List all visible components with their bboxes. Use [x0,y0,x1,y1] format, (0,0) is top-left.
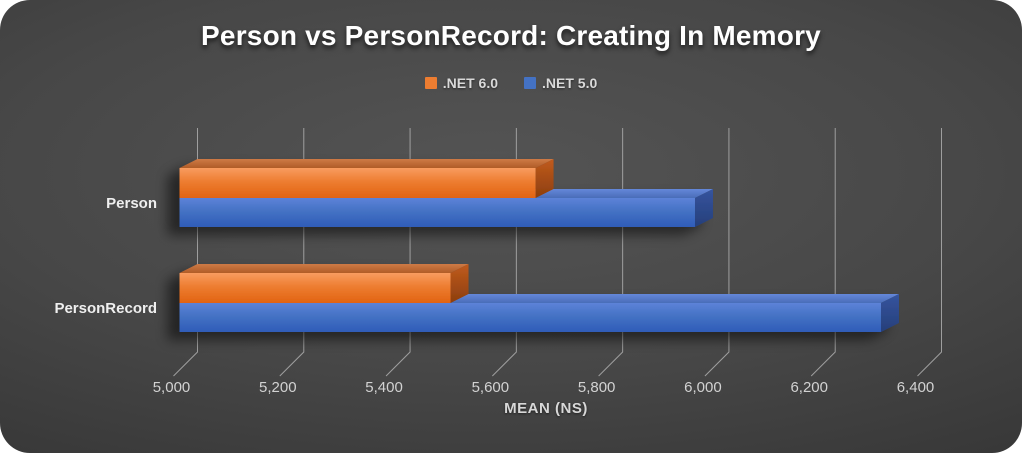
x-tick-label: 5,000 [153,379,191,396]
x-tick-label: 6,000 [684,379,722,396]
gridline [810,128,836,377]
axis-labels-group: 5,000 5,200 5,400 5,600 5,800 6,000 6,200 6,400… [54,195,934,396]
category-row [179,159,713,227]
bar-person-net60 [179,168,536,198]
bar-person-net50 [179,198,695,227]
x-tick-label: 5,200 [259,379,297,396]
legend-item-net6: .NET 6.0 [424,75,498,91]
gridline [704,128,730,377]
x-tick-label: 5,800 [578,379,616,396]
category-label: Person [106,195,157,212]
x-tick-label: 5,400 [365,379,403,396]
category-row [179,264,899,332]
legend-item-net5: .NET 5.0 [524,75,597,91]
legend-label-net5: .NET 5.0 [542,75,598,91]
bar-end-face [880,294,899,332]
bar-personrecord-net50 [179,303,881,332]
x-axis-title: MEAN (NS) [504,400,588,417]
gridline [598,128,624,377]
x-tick-label: 5,600 [472,379,510,396]
category-label: PersonRecord [54,300,157,317]
bar-end-face [535,159,554,198]
bar-end-face [450,264,469,303]
bars-group [179,159,899,332]
bar-top-face [179,159,554,168]
chart-title: Person vs PersonRecord: Creating In Memo… [201,20,821,51]
chart-legend: .NET 6.0 .NET 5.0 [0,75,1022,91]
legend-label-net6: .NET 6.0 [442,75,498,91]
x-tick-label: 6,200 [790,379,828,396]
bar-end-face [694,189,713,227]
legend-swatch-net6-icon [424,77,437,89]
x-tick-label: 6,400 [897,379,935,396]
bar-personrecord-net60 [179,273,451,303]
gridline [917,128,942,377]
legend-swatch-net5-icon [524,77,536,89]
bar-top-face [179,264,469,273]
